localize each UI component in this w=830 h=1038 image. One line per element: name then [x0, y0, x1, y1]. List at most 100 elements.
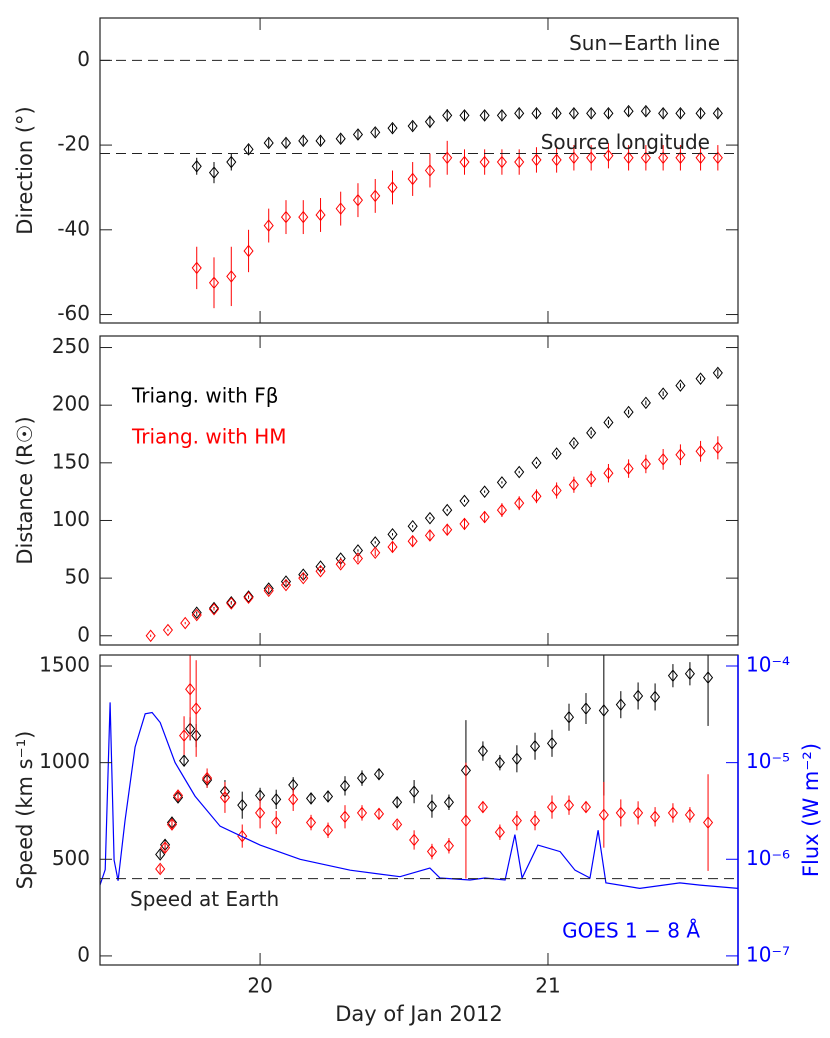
data-point: [586, 426, 597, 440]
data-point: [424, 115, 435, 129]
data-point: [650, 690, 661, 704]
data-point: [356, 771, 368, 785]
data-point: [494, 825, 505, 839]
data-point: [479, 485, 490, 498]
data-point: [479, 109, 490, 122]
data-point: [615, 806, 626, 820]
data-point: [179, 729, 190, 742]
y-tick-label: 100: [52, 507, 90, 531]
data-point: [352, 552, 364, 565]
data-point: [387, 181, 398, 194]
data-point: [443, 839, 454, 853]
data-point: [514, 155, 525, 169]
data-point: [529, 739, 541, 753]
data-point: [514, 107, 525, 120]
data-point: [298, 571, 309, 585]
data-point: [243, 590, 254, 603]
data-point: [392, 818, 403, 831]
y-tick-label: 200: [52, 392, 90, 416]
x-axis-title: Day of Jan 2012: [335, 1002, 503, 1026]
data-point: [424, 511, 435, 525]
data-point: [531, 107, 542, 120]
data-point: [226, 596, 237, 609]
data-point: [563, 710, 575, 724]
data-point: [514, 465, 525, 479]
data-point: [191, 608, 202, 622]
data-point: [586, 107, 597, 120]
data-point: [442, 109, 453, 122]
data-point: [335, 202, 346, 215]
data-point: [640, 396, 651, 410]
y-tick-label: 50: [65, 565, 90, 589]
data-point: [603, 107, 614, 120]
data-point: [426, 845, 437, 858]
y-axis-title: Direction (°): [13, 106, 37, 234]
data-point: [712, 366, 723, 380]
data-point: [226, 597, 237, 610]
data-point: [551, 447, 562, 460]
y-axis-title: Speed (km s⁻¹): [13, 731, 37, 890]
y2-tick-label: 10⁻⁴: [746, 653, 790, 677]
data-point: [675, 448, 686, 462]
data-point: [219, 791, 230, 804]
y-tick-label: -60: [57, 301, 90, 325]
data-point: [551, 153, 562, 167]
data-point: [208, 601, 220, 615]
data-point: [529, 814, 541, 827]
data-point: [263, 136, 274, 150]
data-point: [243, 244, 254, 258]
x-tick-label: 20: [247, 974, 272, 998]
data-point: [339, 810, 351, 824]
data-point: [494, 756, 505, 769]
plot-area: [145, 366, 723, 643]
data-point: [392, 795, 403, 809]
data-point: [407, 534, 418, 548]
plot-frame: [99, 17, 739, 324]
data-point: [237, 829, 248, 843]
data-point: [531, 153, 542, 167]
data-point: [208, 166, 220, 179]
legend-label: Triang. with HM: [131, 425, 286, 449]
data-point: [580, 800, 592, 814]
data-point: [675, 107, 686, 120]
data-point: [288, 793, 299, 806]
data-point: [160, 841, 171, 854]
data-point: [633, 689, 644, 703]
data-point: [712, 107, 723, 120]
plot-area: [100, 655, 738, 890]
data-point: [166, 818, 178, 831]
data-point: [315, 134, 326, 148]
data-point: [180, 616, 191, 630]
data-point: [442, 523, 453, 537]
data-point: [298, 210, 309, 224]
data-point: [424, 529, 435, 542]
y2-axis-title: Flux (W m⁻²): [799, 743, 823, 877]
data-point: [586, 151, 597, 165]
y-tick-label: 150: [52, 449, 90, 473]
data-point: [477, 800, 488, 814]
data-point: [271, 793, 282, 806]
data-point: [305, 816, 317, 829]
data-point: [546, 800, 558, 814]
y-tick-label: 0: [77, 622, 90, 646]
data-point: [280, 210, 292, 224]
data-point: [280, 136, 292, 150]
data-point: [226, 270, 237, 283]
data-point: [373, 767, 385, 781]
data-point: [305, 792, 317, 805]
data-point: [684, 667, 695, 681]
data-point: [459, 494, 470, 508]
data-point: [667, 669, 678, 682]
data-point: [633, 806, 644, 820]
data-point: [298, 134, 309, 148]
data-point: [603, 416, 614, 429]
data-point: [615, 698, 626, 711]
data-point: [496, 109, 507, 122]
data-point: [551, 484, 562, 497]
reference-label: Sun−Earth line: [569, 31, 720, 55]
data-point: [623, 104, 634, 118]
data-point: [459, 109, 470, 122]
data-point: [370, 546, 381, 560]
data-point: [352, 193, 364, 207]
data-point: [623, 151, 634, 165]
